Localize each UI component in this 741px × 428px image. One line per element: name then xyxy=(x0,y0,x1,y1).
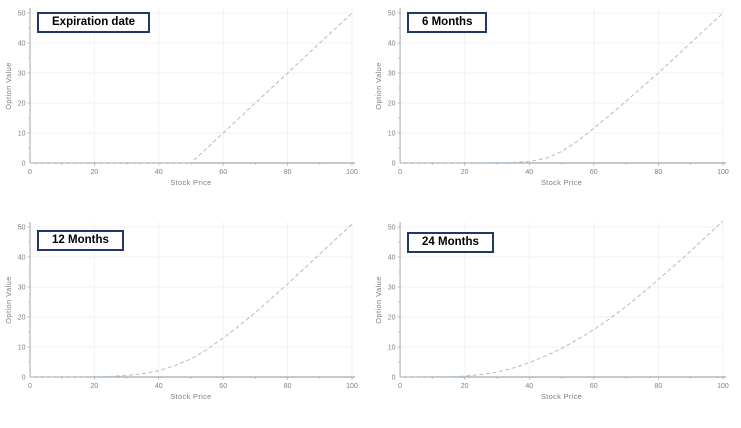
option-value-curve xyxy=(400,220,724,378)
x-axis-title: Stock Price xyxy=(541,178,582,187)
tick-labels: 0 10 20 30 40 50 0 20 40 60 80 100 xyxy=(18,10,358,176)
chart-24-months: 24 Months 0 10 20 30 40 50 0 20 40 60 80 100 Option … xyxy=(370,214,741,428)
svg-text:50: 50 xyxy=(388,10,396,17)
tick-labels: 0 10 20 30 40 50 0 20 40 60 80 100 xyxy=(388,10,729,176)
svg-text:60: 60 xyxy=(590,383,598,390)
svg-text:100: 100 xyxy=(346,169,358,176)
y-axis-title: Option Value xyxy=(374,276,383,324)
svg-text:0: 0 xyxy=(398,383,402,390)
svg-text:20: 20 xyxy=(18,100,26,107)
svg-text:10: 10 xyxy=(18,130,26,137)
gridlines xyxy=(30,8,353,163)
svg-text:20: 20 xyxy=(388,100,396,107)
tick-marks xyxy=(27,12,353,166)
chart-label-text: 12 Months xyxy=(52,234,109,246)
x-axis-title: Stock Price xyxy=(170,178,211,187)
svg-text:0: 0 xyxy=(392,374,396,381)
svg-text:40: 40 xyxy=(525,169,533,176)
chart-label-text: 6 Months xyxy=(422,16,473,28)
chart-label-box: 6 Months xyxy=(407,12,488,33)
chart-6-months: 6 Months 0 10 20 30 40 50 0 20 40 60 80 100 Option V… xyxy=(370,0,741,214)
tick-marks xyxy=(27,226,353,380)
svg-text:30: 30 xyxy=(388,70,396,77)
svg-text:50: 50 xyxy=(18,10,26,17)
y-axis-title: Option Value xyxy=(374,62,383,110)
tick-labels: 0 10 20 30 40 50 0 20 40 60 80 100 xyxy=(388,224,729,390)
chart-plot-area: 0 10 20 30 40 50 0 20 40 60 80 100 Option Value Stock… xyxy=(4,8,358,187)
chart-plot-area: 0 10 20 30 40 50 0 20 40 60 80 100 Option Value Stock… xyxy=(374,220,729,401)
svg-text:0: 0 xyxy=(398,169,402,176)
svg-text:0: 0 xyxy=(22,374,26,381)
tick-marks xyxy=(397,12,724,166)
svg-text:60: 60 xyxy=(219,169,227,176)
svg-text:20: 20 xyxy=(388,314,396,321)
chart-label-box: 12 Months xyxy=(37,230,124,251)
svg-text:80: 80 xyxy=(654,383,662,390)
svg-text:80: 80 xyxy=(654,169,662,176)
svg-text:40: 40 xyxy=(155,383,163,390)
svg-text:40: 40 xyxy=(525,383,533,390)
y-axis-title: Option Value xyxy=(4,62,13,110)
svg-text:40: 40 xyxy=(155,169,163,176)
chart-expiration-date: Expiration date 0 10 20 30 40 50 0 20 40 60 80 100 O… xyxy=(0,0,370,214)
chart-label-text: 24 Months xyxy=(422,236,479,248)
svg-text:60: 60 xyxy=(590,169,598,176)
svg-text:10: 10 xyxy=(388,344,396,351)
svg-text:50: 50 xyxy=(18,224,26,231)
tick-marks xyxy=(397,226,724,380)
svg-text:10: 10 xyxy=(18,344,26,351)
x-axis-title: Stock Price xyxy=(541,392,582,401)
y-axis-title: Option Value xyxy=(4,276,13,324)
tick-labels: 0 10 20 30 40 50 0 20 40 60 80 100 xyxy=(18,224,358,390)
chart-plot-area: 0 10 20 30 40 50 0 20 40 60 80 100 Option Value Stock… xyxy=(374,8,729,187)
svg-text:0: 0 xyxy=(28,169,32,176)
svg-text:40: 40 xyxy=(18,40,26,47)
svg-text:100: 100 xyxy=(717,383,729,390)
svg-text:20: 20 xyxy=(461,383,469,390)
svg-text:40: 40 xyxy=(388,254,396,261)
svg-text:30: 30 xyxy=(388,284,396,291)
svg-text:100: 100 xyxy=(346,383,358,390)
option-value-curve xyxy=(30,223,353,378)
svg-text:0: 0 xyxy=(392,160,396,167)
chart-label-text: Expiration date xyxy=(52,16,136,28)
option-value-curve xyxy=(30,12,353,164)
svg-text:40: 40 xyxy=(388,40,396,47)
svg-text:0: 0 xyxy=(28,383,32,390)
svg-text:40: 40 xyxy=(18,254,26,261)
svg-text:100: 100 xyxy=(717,169,729,176)
svg-text:20: 20 xyxy=(91,383,99,390)
option-value-curve xyxy=(400,12,724,164)
svg-text:30: 30 xyxy=(18,284,26,291)
svg-text:80: 80 xyxy=(284,383,292,390)
chart-label-box: 24 Months xyxy=(407,232,494,253)
chart-label-box: Expiration date xyxy=(37,12,151,33)
svg-text:20: 20 xyxy=(91,169,99,176)
svg-text:20: 20 xyxy=(18,314,26,321)
svg-text:50: 50 xyxy=(388,224,396,231)
svg-text:80: 80 xyxy=(284,169,292,176)
svg-text:10: 10 xyxy=(388,130,396,137)
chart-12-months: 12 Months 0 10 20 30 40 50 0 20 40 60 80 100 Option … xyxy=(0,214,370,428)
svg-text:20: 20 xyxy=(461,169,469,176)
svg-text:0: 0 xyxy=(22,160,26,167)
x-axis-title: Stock Price xyxy=(170,392,211,401)
svg-text:30: 30 xyxy=(18,70,26,77)
svg-text:60: 60 xyxy=(219,383,227,390)
gridlines xyxy=(400,8,724,163)
